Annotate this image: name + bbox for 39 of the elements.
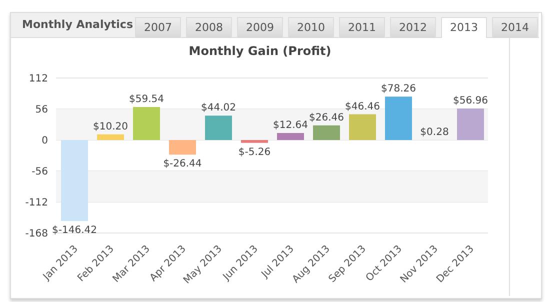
bar [349,114,376,140]
text: 2008 [186,17,232,38]
y-tick-label: 0 [42,136,48,147]
bar [133,107,160,140]
data-label: $12.64 [273,120,308,132]
text: 2007 [135,17,181,38]
text: 2009 [237,17,283,38]
text: 2011 [339,17,385,38]
y-tick-label: 56 [35,104,48,116]
data-label: $59.54 [129,94,164,106]
data-label: $-5.26 [238,146,271,158]
data-label: $44.02 [201,102,236,114]
bar [313,125,340,140]
data-label: $0.28 [420,126,449,138]
text: 2013 [441,17,487,38]
bar [97,134,124,140]
bar [241,140,268,143]
bar [385,96,412,140]
bar [61,140,88,222]
bar [457,108,484,140]
y-tick-label: -56 [32,166,48,178]
text: Monthly Analytics [22,18,133,31]
y-tick-label: -168 [25,228,48,240]
y-tick-label: 112 [28,74,48,85]
y-tick-label: -112 [25,198,48,209]
data-label: $10.20 [93,121,128,132]
text: 2010 [288,17,334,38]
data-label: $-26.44 [163,158,202,170]
chart-title: Monthly Gain (Profit) [188,44,332,58]
data-label: $26.46 [309,112,344,124]
bar [169,140,196,155]
text: 2014 [492,17,538,38]
data-label: $46.46 [345,101,380,112]
bar [205,116,232,140]
bar [277,133,304,140]
data-label: $56.96 [453,95,488,106]
text: 2012 [390,17,436,38]
data-label: $-146.42 [52,225,97,236]
data-label: $78.26 [381,84,416,95]
